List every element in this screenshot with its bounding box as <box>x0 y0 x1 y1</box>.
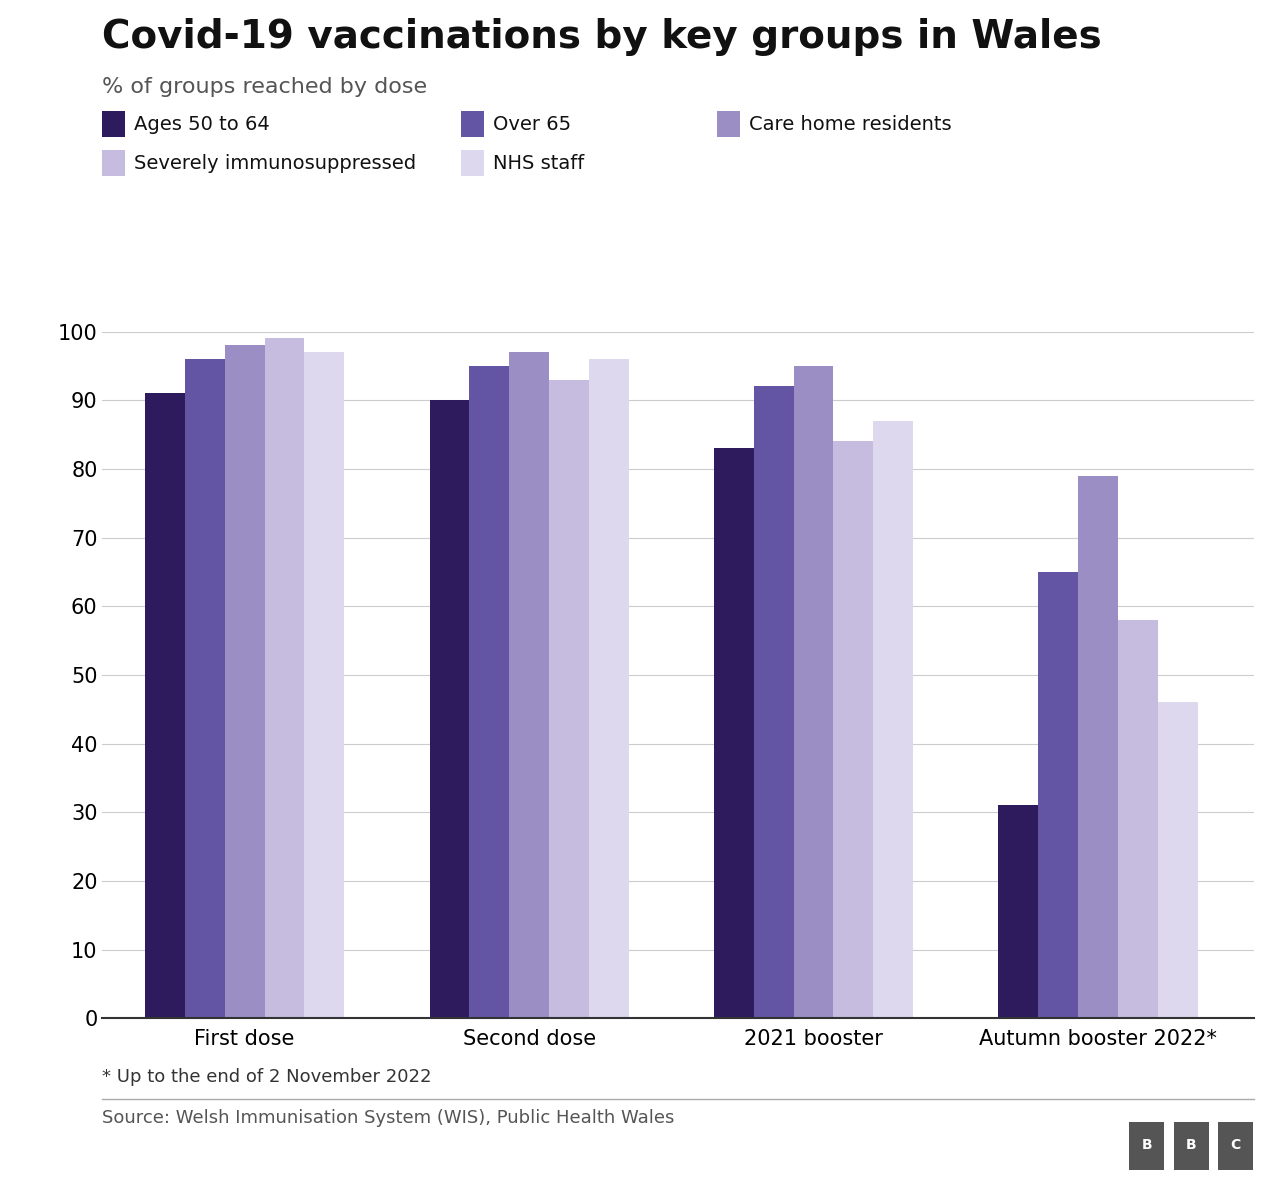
Bar <box>430 400 470 1018</box>
Text: B: B <box>1142 1138 1152 1152</box>
Bar <box>470 366 509 1018</box>
Text: Ages 50 to 64: Ages 50 to 64 <box>134 115 270 134</box>
Text: % of groups reached by dose: % of groups reached by dose <box>102 77 428 97</box>
Text: NHS staff: NHS staff <box>493 154 584 173</box>
Bar <box>509 352 549 1018</box>
Bar <box>145 393 184 1018</box>
Bar <box>714 449 754 1018</box>
Bar <box>589 359 628 1018</box>
Text: Severely immunosuppressed: Severely immunosuppressed <box>134 154 416 173</box>
Text: Covid-19 vaccinations by key groups in Wales: Covid-19 vaccinations by key groups in W… <box>102 18 1102 56</box>
Bar <box>1157 702 1198 1018</box>
Bar <box>549 380 589 1018</box>
Bar <box>998 805 1038 1018</box>
Bar <box>1117 620 1157 1018</box>
Text: Over 65: Over 65 <box>493 115 571 134</box>
Bar <box>1038 572 1078 1018</box>
Bar <box>225 346 265 1018</box>
Bar <box>265 339 305 1018</box>
Text: * Up to the end of 2 November 2022: * Up to the end of 2 November 2022 <box>102 1068 431 1086</box>
FancyBboxPatch shape <box>1219 1122 1253 1170</box>
Bar <box>184 359 225 1018</box>
FancyBboxPatch shape <box>1129 1122 1165 1170</box>
Text: Source: Welsh Immunisation System (WIS), Public Health Wales: Source: Welsh Immunisation System (WIS),… <box>102 1109 675 1127</box>
Bar <box>873 420 913 1018</box>
Bar <box>794 366 833 1018</box>
Text: B: B <box>1185 1138 1197 1152</box>
Bar <box>305 352 344 1018</box>
Bar <box>754 386 794 1018</box>
FancyBboxPatch shape <box>1174 1122 1208 1170</box>
Text: C: C <box>1230 1138 1240 1152</box>
Bar <box>1078 476 1117 1018</box>
Text: Care home residents: Care home residents <box>749 115 951 134</box>
Bar <box>833 442 873 1018</box>
